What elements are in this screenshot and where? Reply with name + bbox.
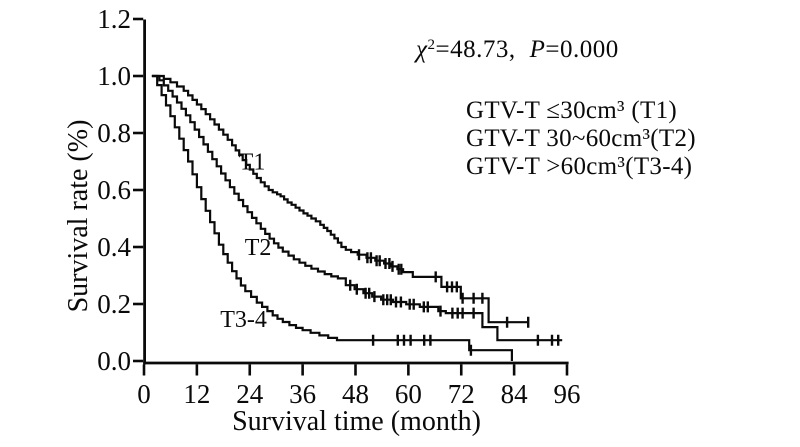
p-symbol: P bbox=[529, 36, 546, 63]
curve-label-t2: T2 bbox=[245, 235, 272, 261]
x-tick-label: 72 bbox=[448, 379, 475, 409]
censor-marks-t3-4 bbox=[371, 334, 473, 356]
y-axis-title: Survival rate (%) bbox=[63, 119, 94, 313]
y-tick-label: 1.2 bbox=[97, 4, 131, 34]
legend-item-t1: GTV-T ≤30cm³ (T1) bbox=[466, 97, 678, 124]
x-tick-label: 12 bbox=[183, 379, 210, 409]
y-tick-label: 0.8 bbox=[97, 118, 131, 148]
legend-item-t2: GTV-T 30~60cm³(T2) bbox=[466, 125, 696, 152]
y-tick-label: 0.0 bbox=[97, 346, 131, 376]
x-tick-label: 84 bbox=[501, 379, 529, 409]
x-tick-label: 60 bbox=[395, 379, 422, 409]
curve-label-t1: T1 bbox=[239, 150, 266, 176]
x-tick-label: 48 bbox=[342, 379, 369, 409]
y-tick-label: 0.4 bbox=[97, 232, 131, 262]
survival-curve-t3-4 bbox=[151, 74, 513, 361]
censor-marks-t1 bbox=[357, 249, 530, 328]
y-tick-label: 0.2 bbox=[97, 289, 131, 319]
x-tick-label: 0 bbox=[137, 379, 151, 409]
x-tick-label: 24 bbox=[236, 379, 264, 409]
chi-value: =48.73, bbox=[435, 36, 516, 63]
curve-label-t3-4: T3-4 bbox=[220, 307, 267, 333]
axes: 0.0 0.2 0.4 0.6 0.8 1.0 1.2 0 12 24 36 48 60 72 84 96 bbox=[97, 4, 580, 409]
x-axis-title: Survival time (month) bbox=[232, 406, 481, 437]
x-tick-label: 96 bbox=[554, 379, 581, 409]
legend: GTV-T ≤30cm³ (T1) GTV-T 30~60cm³(T2) GTV… bbox=[466, 97, 696, 181]
chi-exponent: 2 bbox=[427, 37, 436, 53]
chi-square-annotation: χ2=48.73, P=0.000 bbox=[416, 36, 619, 64]
y-tick-label: 1.0 bbox=[97, 61, 131, 91]
legend-item-t3-4: GTV-T >60cm³(T3-4) bbox=[466, 153, 693, 180]
survival-curves bbox=[151, 74, 563, 361]
chi-symbol: χ bbox=[416, 36, 428, 63]
y-tick-label: 0.6 bbox=[97, 175, 131, 205]
x-tick-label: 36 bbox=[289, 379, 316, 409]
curve-labels: T1 T2 T3-4 bbox=[220, 150, 271, 334]
p-value: =0.000 bbox=[545, 36, 619, 63]
censor-marks-t2 bbox=[349, 279, 560, 346]
